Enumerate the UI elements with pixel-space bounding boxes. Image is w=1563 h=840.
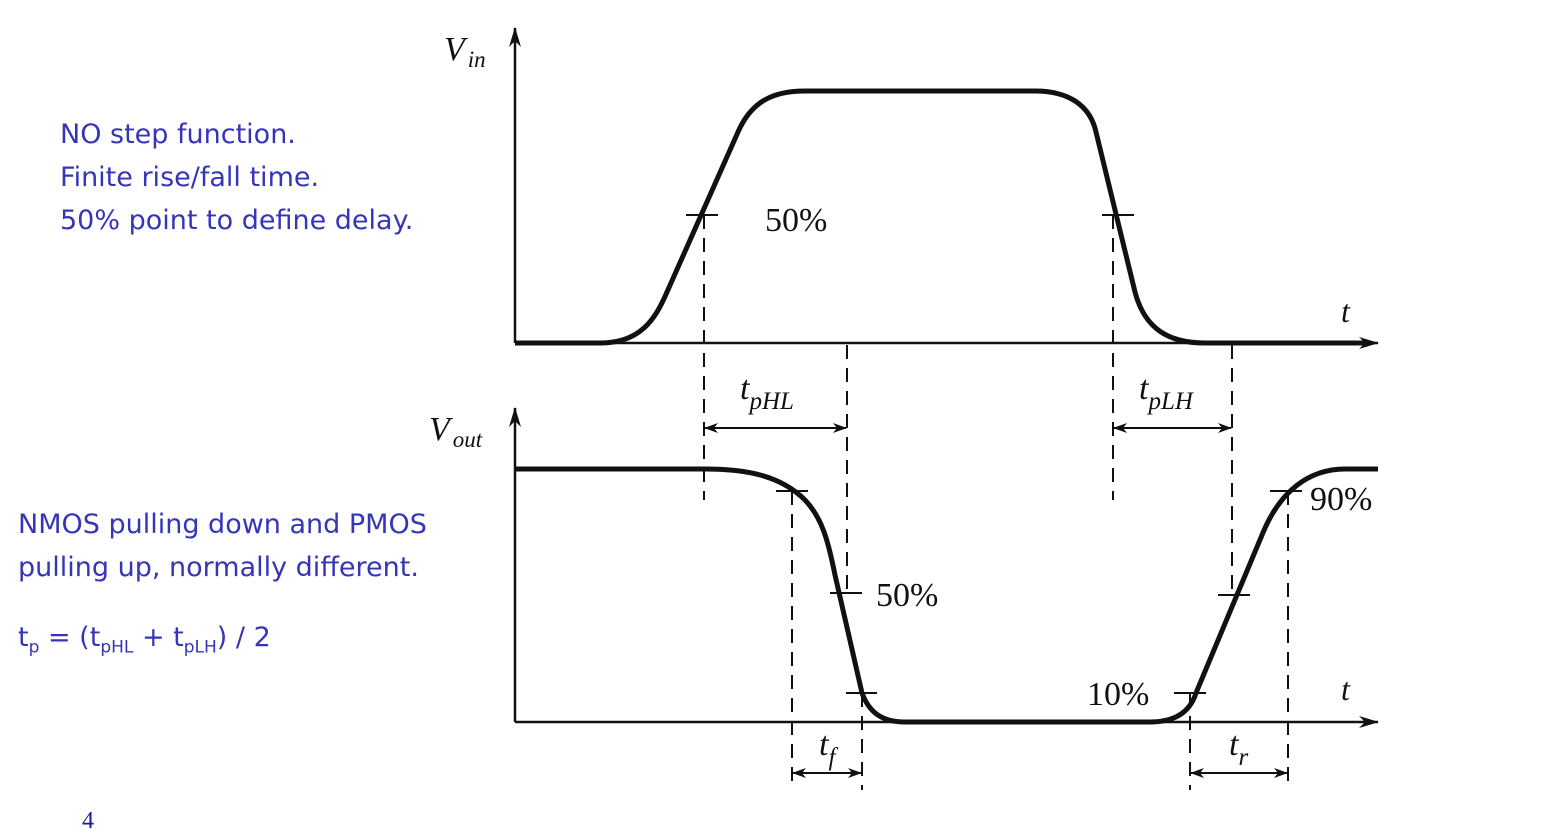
note-line: NO step function.: [60, 119, 296, 150]
tf-label: tf: [819, 726, 838, 771]
note-line: Finite rise/fall time.: [60, 162, 320, 193]
formula-sub-phl: pHL: [100, 637, 134, 658]
formula-plus: + t: [133, 622, 184, 653]
vout-90-label: 90%: [1310, 481, 1372, 518]
vin-V: V: [444, 31, 469, 68]
vout-t-label: t: [1341, 671, 1351, 707]
page-number: 4: [82, 808, 94, 834]
formula-close: ) / 2: [216, 622, 271, 653]
vout-sub: out: [453, 427, 483, 452]
notes-bottom: NMOS pulling down and PMOS pulling up, n…: [18, 503, 427, 589]
note-line: 50% point to define delay.: [60, 205, 414, 236]
tf-sub: f: [828, 744, 838, 771]
vin-50-label: 50%: [765, 202, 827, 239]
tplh-label: tpLH: [1139, 370, 1195, 415]
tphl-sub: pHL: [747, 388, 793, 415]
tp-formula: tp = (tpHL + tpLH) / 2: [18, 622, 271, 657]
vout-waveform: [515, 466, 1378, 725]
formula-t: t: [18, 622, 29, 653]
vin-waveform: [515, 88, 1370, 346]
tr-t: t: [1229, 726, 1240, 763]
notes-top: NO step function. Finite rise/fall time.…: [60, 113, 413, 242]
tphl-t: t: [740, 370, 751, 407]
tphl-label: tpHL: [740, 370, 794, 415]
tr-sub: r: [1238, 744, 1248, 771]
formula-sub-plh: pLH: [183, 637, 217, 658]
dashed-guides: [703, 215, 1289, 790]
vout-V: V: [429, 411, 454, 448]
formula-eq: = (t: [39, 622, 101, 653]
tf-t: t: [819, 726, 830, 763]
vout-10-label: 10%: [1087, 676, 1149, 713]
vin-sub: in: [468, 47, 486, 72]
vin-t-label: t: [1341, 293, 1351, 329]
note-line: NMOS pulling down and PMOS: [18, 509, 427, 540]
formula-sub-p: p: [28, 637, 40, 658]
tr-label: tr: [1229, 726, 1248, 771]
tplh-t: t: [1139, 370, 1150, 407]
vout-50-label: 50%: [876, 577, 938, 614]
tplh-sub: pLH: [1146, 388, 1194, 415]
note-line: pulling up, normally different.: [18, 552, 419, 583]
